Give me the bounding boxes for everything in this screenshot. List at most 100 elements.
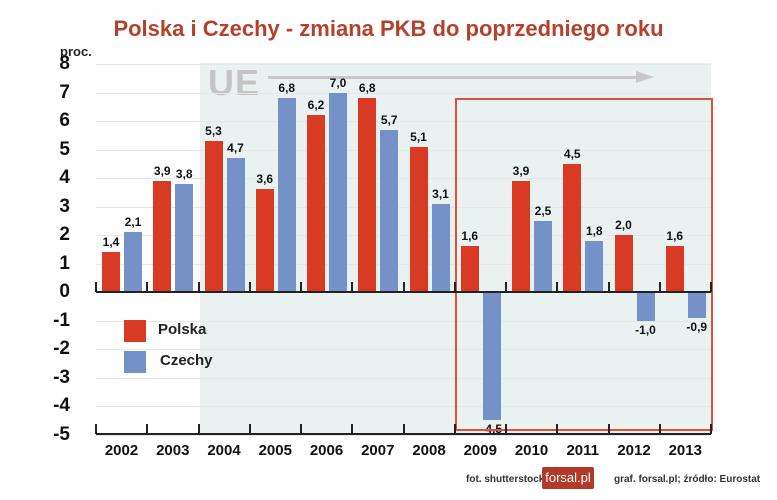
x-tick (453, 282, 456, 292)
y-tick-label: -1 (53, 309, 70, 331)
x-tick-label: 2003 (156, 442, 190, 459)
value-label: -0,9 (686, 319, 708, 334)
unit-label: proc. (60, 44, 92, 59)
y-tick-label: 3 (59, 195, 70, 217)
x-tick-label: 2002 (104, 442, 139, 459)
gridline (96, 320, 711, 322)
gridline (96, 263, 711, 265)
x-tick (248, 424, 251, 434)
value-label: 6,8 (278, 81, 296, 96)
bar-czechy-2004 (226, 158, 245, 292)
bar-czechy-2011 (585, 240, 604, 292)
chart-title: Polska i Czechy - zmiana PKB do poprzedn… (113, 16, 664, 41)
x-tick (146, 282, 149, 292)
x-tick (248, 282, 251, 292)
x-tick (351, 282, 354, 292)
bar-polska-2012 (614, 235, 633, 292)
gridline (96, 92, 711, 94)
x-tick (197, 424, 200, 434)
bar-polska-2013 (665, 246, 684, 292)
y-tick-label: 2 (59, 224, 70, 245)
x-tick (402, 424, 405, 434)
gridline (96, 121, 711, 122)
ue-label: UE (208, 62, 261, 103)
value-label: 6,8 (358, 81, 376, 96)
bar-czechy-2008 (431, 203, 450, 292)
value-label: 3,9 (512, 163, 530, 178)
y-tick-label: -3 (53, 366, 70, 388)
y-tick-label: 8 (59, 53, 70, 74)
x-tick-label: 2006 (309, 442, 344, 459)
y-tick-label: -2 (53, 338, 70, 359)
value-label: 3,1 (432, 186, 449, 201)
y-tick-label: -4 (53, 395, 70, 416)
bar-polska-2010 (512, 180, 530, 292)
value-label: 3,9 (153, 163, 171, 178)
bar-czechy-2010 (534, 220, 552, 292)
x-tick-label: 2012 (617, 442, 651, 459)
y-tick-label: 7 (59, 81, 70, 103)
x-tick (453, 424, 456, 434)
value-label: 5,3 (205, 123, 222, 138)
bar-polska-2004 (204, 140, 223, 292)
bar-czechy-2003 (175, 183, 194, 292)
legend-label-czechy: Czechy (160, 352, 213, 369)
x-tick (658, 424, 661, 434)
bar-polska-2011 (563, 163, 582, 292)
bar-czechy-2005 (277, 98, 296, 292)
y-tick-label: 0 (59, 281, 70, 302)
value-label: 5,7 (380, 112, 398, 127)
x-tick (300, 424, 302, 434)
crisis-highlight-box (455, 98, 713, 431)
bar-czechy-2007 (380, 129, 399, 292)
x-tick-label: 2005 (258, 442, 292, 459)
x-tick (402, 282, 405, 292)
value-label: 3,6 (256, 172, 274, 187)
value-label: 1,8 (585, 223, 603, 238)
photo-credit: fot. shutterstock (466, 474, 545, 485)
gridline (96, 64, 711, 65)
gridline (96, 434, 711, 436)
x-tick (146, 424, 149, 434)
y-tick-label: 5 (59, 138, 70, 160)
value-label: 5,1 (410, 129, 427, 144)
y-tick-label: 1 (59, 252, 70, 274)
value-label: -1,0 (635, 322, 656, 337)
x-tick-label: 2004 (207, 442, 241, 459)
gridline (96, 235, 711, 236)
gridline (96, 406, 711, 407)
y-tick-label: -5 (53, 423, 70, 445)
x-tick (710, 282, 712, 292)
value-label: 7,0 (329, 75, 347, 90)
gridline (96, 206, 711, 208)
x-tick-label: 2011 (566, 442, 600, 459)
bar-czechy-2009 (482, 292, 501, 421)
x-tick (505, 424, 507, 434)
x-tick-label: 2008 (412, 442, 446, 459)
x-tick (95, 282, 97, 292)
value-label: 2,0 (615, 218, 632, 232)
bar-polska-2008 (409, 146, 428, 292)
legend-swatch-czechy (124, 351, 146, 373)
bar-czechy-2006 (329, 92, 347, 292)
bar-czechy-2002 (124, 232, 142, 292)
x-tick-label: 2007 (361, 442, 395, 459)
source-note: graf. forsal.pl; źródło: Eurostat (614, 474, 761, 485)
legend-label-polska: Polska (158, 321, 207, 338)
x-tick (95, 424, 97, 434)
value-label: 3,8 (175, 166, 193, 181)
value-label: 1,4 (102, 235, 120, 250)
gridline (96, 377, 711, 379)
bar-polska-2005 (255, 189, 274, 292)
bar-czechy-2012 (636, 292, 655, 321)
bar-polska-2003 (153, 180, 172, 292)
value-label: 1,6 (666, 229, 684, 244)
bar-czechy-2013 (687, 292, 706, 318)
x-tick-label: 2010 (514, 442, 549, 459)
x-tick-label: 2009 (463, 442, 497, 459)
x-tick (556, 282, 559, 292)
forsal-logo: forsal.pl (542, 467, 594, 489)
value-label: 4,7 (227, 141, 244, 156)
value-label: 2,1 (124, 215, 142, 230)
x-tick (607, 424, 610, 434)
